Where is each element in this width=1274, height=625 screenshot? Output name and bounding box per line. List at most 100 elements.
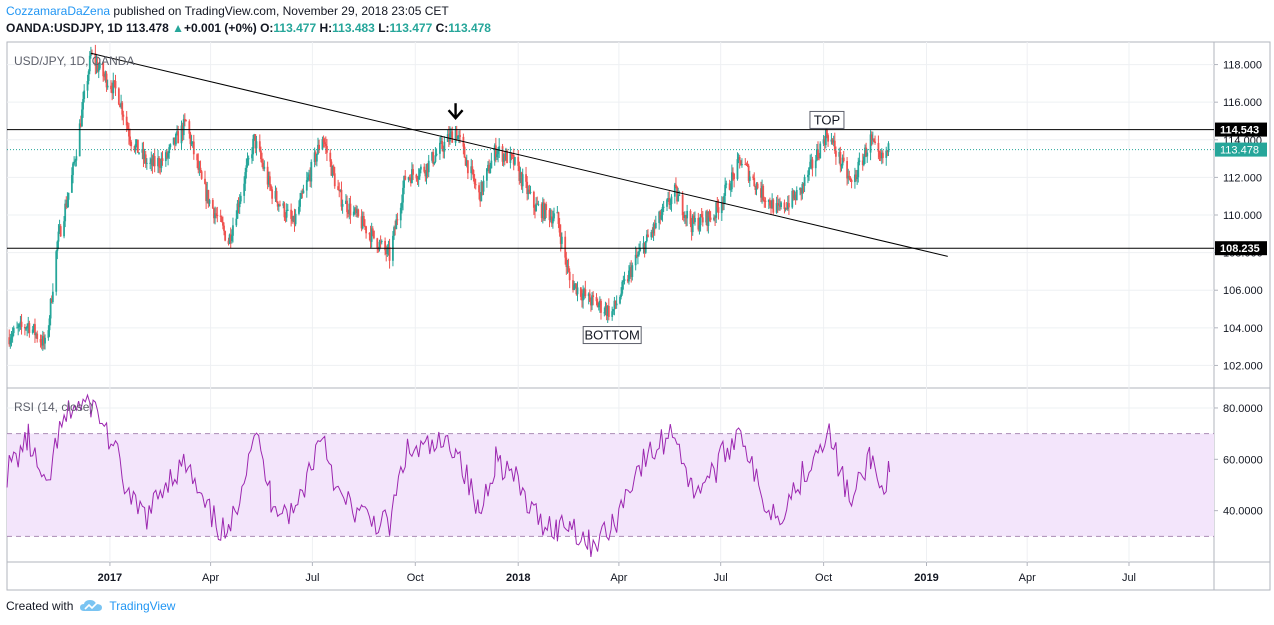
- candle-body: [667, 197, 670, 200]
- candle-body: [180, 125, 183, 144]
- candle-body: [284, 217, 287, 219]
- candle-body: [301, 192, 304, 194]
- ohlc-line: OANDA:USDJPY, 1D 113.478 ▲+0.001 (+0%) O…: [6, 20, 491, 37]
- candle-body: [275, 190, 278, 202]
- candle-body: [678, 194, 681, 196]
- candle-body: [572, 280, 574, 290]
- candle-body: [75, 156, 78, 161]
- candle-body: [117, 88, 120, 105]
- candle-body: [761, 185, 763, 198]
- candle-body: [709, 217, 712, 220]
- annotation-label: TOP: [814, 112, 841, 127]
- candle-body: [662, 206, 665, 208]
- candle-body: [596, 301, 599, 308]
- candle-body: [730, 172, 733, 190]
- level-price-label: 114.543: [1220, 125, 1259, 137]
- candle-body: [832, 140, 835, 143]
- rsi-tick-label: 40.0000: [1223, 506, 1263, 518]
- candle-body: [862, 156, 865, 165]
- rsi-tick-label: 60.0000: [1223, 454, 1263, 466]
- candle-body: [216, 215, 219, 217]
- author-link[interactable]: CozzamaraDaZena: [6, 4, 111, 18]
- candle-body: [48, 318, 51, 331]
- candle-body: [341, 204, 344, 207]
- annotation-box: [809, 110, 845, 129]
- candle-body: [125, 116, 128, 126]
- annotation-top[interactable]: TOP: [809, 110, 845, 129]
- candle-body: [64, 203, 67, 222]
- candle-body: [102, 62, 105, 77]
- candle-body: [307, 177, 309, 181]
- rsi-band: [7, 433, 1214, 537]
- candle-body: [302, 190, 305, 194]
- candle-body: [348, 203, 351, 214]
- candle-body: [455, 130, 458, 140]
- tradingview-link[interactable]: TradingView: [109, 599, 176, 613]
- candle-body: [11, 333, 14, 338]
- candle-body: [705, 211, 708, 223]
- candle-body: [379, 241, 382, 243]
- candle-body: [230, 235, 233, 241]
- candle-body: [878, 151, 881, 157]
- candle-body: [776, 203, 779, 205]
- candle-body: [340, 189, 343, 207]
- candle-body: [686, 210, 689, 219]
- candle-body: [371, 228, 374, 231]
- candle-body: [506, 150, 508, 163]
- candle-body: [690, 224, 693, 233]
- candle-body: [454, 130, 457, 143]
- annotation-bottom[interactable]: BOTTOM: [582, 326, 642, 345]
- candle-body: [214, 213, 216, 219]
- candle-body: [143, 154, 146, 159]
- candle-body: [449, 133, 451, 142]
- candle-body: [337, 186, 340, 191]
- tradingview-cloud-icon: [80, 600, 103, 611]
- trendline[interactable]: [90, 52, 948, 257]
- up-triangle-icon: ▲: [172, 21, 184, 35]
- candle-body: [650, 232, 653, 238]
- candle-body: [723, 195, 725, 204]
- candle-body: [784, 208, 787, 210]
- candle-body: [229, 234, 232, 241]
- candle-body: [614, 300, 617, 306]
- candle-body: [480, 181, 483, 202]
- candle-body: [329, 152, 332, 162]
- candle-body: [238, 201, 241, 208]
- candle-body: [683, 214, 686, 218]
- candle-body: [501, 146, 504, 162]
- x-tick-label: Jul: [1122, 572, 1136, 584]
- candle-body: [838, 151, 841, 157]
- candle-body: [419, 166, 422, 170]
- candle-body: [568, 271, 571, 281]
- candle-body: [433, 161, 436, 164]
- candle-body: [496, 154, 498, 158]
- candle-body: [393, 227, 395, 236]
- candle-body: [106, 85, 109, 88]
- candle-body: [611, 311, 614, 317]
- symbol-label: OANDA:USDJPY, 1D: [6, 21, 123, 35]
- candle-body: [58, 226, 61, 232]
- candle-body: [19, 321, 22, 325]
- candle-body: [251, 154, 253, 159]
- candle-body: [96, 62, 99, 72]
- candle-body: [236, 203, 239, 219]
- candle-body: [412, 169, 414, 175]
- candle-body: [204, 178, 206, 184]
- y-tick-label: 118.000: [1223, 60, 1262, 72]
- candle-body: [788, 203, 790, 208]
- candle-body: [642, 243, 645, 249]
- candle-body: [300, 192, 303, 199]
- publish-line: CozzamaraDaZena published on TradingView…: [6, 3, 491, 20]
- candle-body: [799, 187, 802, 191]
- candle-body: [850, 179, 853, 183]
- candle-body: [411, 169, 413, 184]
- chart-header: CozzamaraDaZena published on TradingView…: [6, 3, 491, 37]
- candle-body: [299, 198, 301, 207]
- level-price-tag: [1215, 241, 1267, 256]
- candle-body: [110, 85, 112, 90]
- candle-body: [550, 216, 553, 224]
- candle-body: [685, 214, 687, 219]
- candle-body: [426, 163, 429, 173]
- candle-body: [849, 177, 852, 180]
